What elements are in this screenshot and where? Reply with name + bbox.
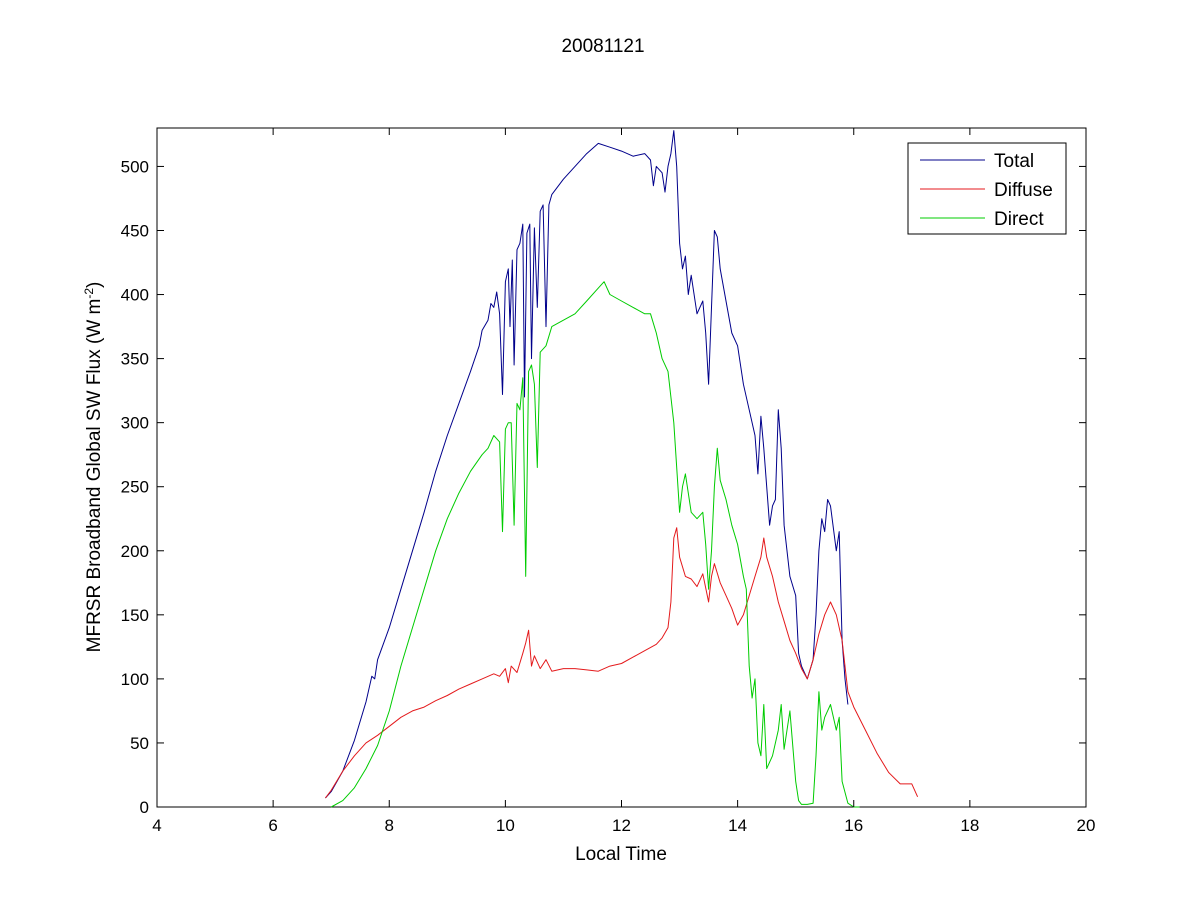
y-axis-title-superscript: -2 bbox=[82, 288, 96, 299]
y-tick-label: 300 bbox=[121, 414, 149, 433]
y-tick-label: 500 bbox=[121, 157, 149, 176]
legend-label-diffuse: Diffuse bbox=[994, 180, 1053, 201]
series-line-diffuse bbox=[325, 527, 919, 799]
x-tick-label: 6 bbox=[268, 816, 277, 835]
x-tick-label: 16 bbox=[844, 816, 863, 835]
y-tick-label: 0 bbox=[140, 798, 149, 817]
y-tick-label: 150 bbox=[121, 606, 149, 625]
series-line-direct bbox=[330, 281, 860, 808]
legend-label-total: Total bbox=[994, 151, 1034, 172]
legend-label-direct: Direct bbox=[994, 209, 1044, 230]
y-axis-title-close: ) bbox=[84, 282, 105, 288]
legend: Total Diffuse Direct bbox=[907, 142, 1067, 235]
y-tick-label: 50 bbox=[130, 734, 149, 753]
y-axis-title: MFRSR Broadband Global SW Flux (W m-2) bbox=[82, 282, 105, 653]
series-layer bbox=[325, 130, 919, 808]
x-axis-title: Local Time bbox=[575, 844, 667, 865]
y-tick-label: 250 bbox=[121, 478, 149, 497]
y-tick-label: 100 bbox=[121, 670, 149, 689]
x-tick-label: 14 bbox=[728, 816, 747, 835]
chart-title: 20081121 bbox=[561, 36, 644, 57]
x-tick-label: 12 bbox=[612, 816, 631, 835]
y-axis-title-main: MFRSR Broadband Global SW Flux (W m bbox=[84, 299, 105, 653]
x-tick-label: 8 bbox=[385, 816, 394, 835]
y-tick-label: 200 bbox=[121, 542, 149, 561]
x-tick-label: 10 bbox=[496, 816, 515, 835]
plot-area bbox=[156, 127, 1087, 808]
y-tick-label: 400 bbox=[121, 286, 149, 305]
y-tick-label: 350 bbox=[121, 350, 149, 369]
series-line-total bbox=[325, 130, 849, 799]
x-tick-label: 18 bbox=[960, 816, 979, 835]
axis-ticks: 4 6 8 10 12 14 16 18 200501001502002503003504004… bbox=[121, 128, 1096, 835]
x-tick-label: 4 bbox=[152, 816, 161, 835]
y-tick-label: 450 bbox=[121, 221, 149, 240]
x-tick-label: 20 bbox=[1077, 816, 1096, 835]
